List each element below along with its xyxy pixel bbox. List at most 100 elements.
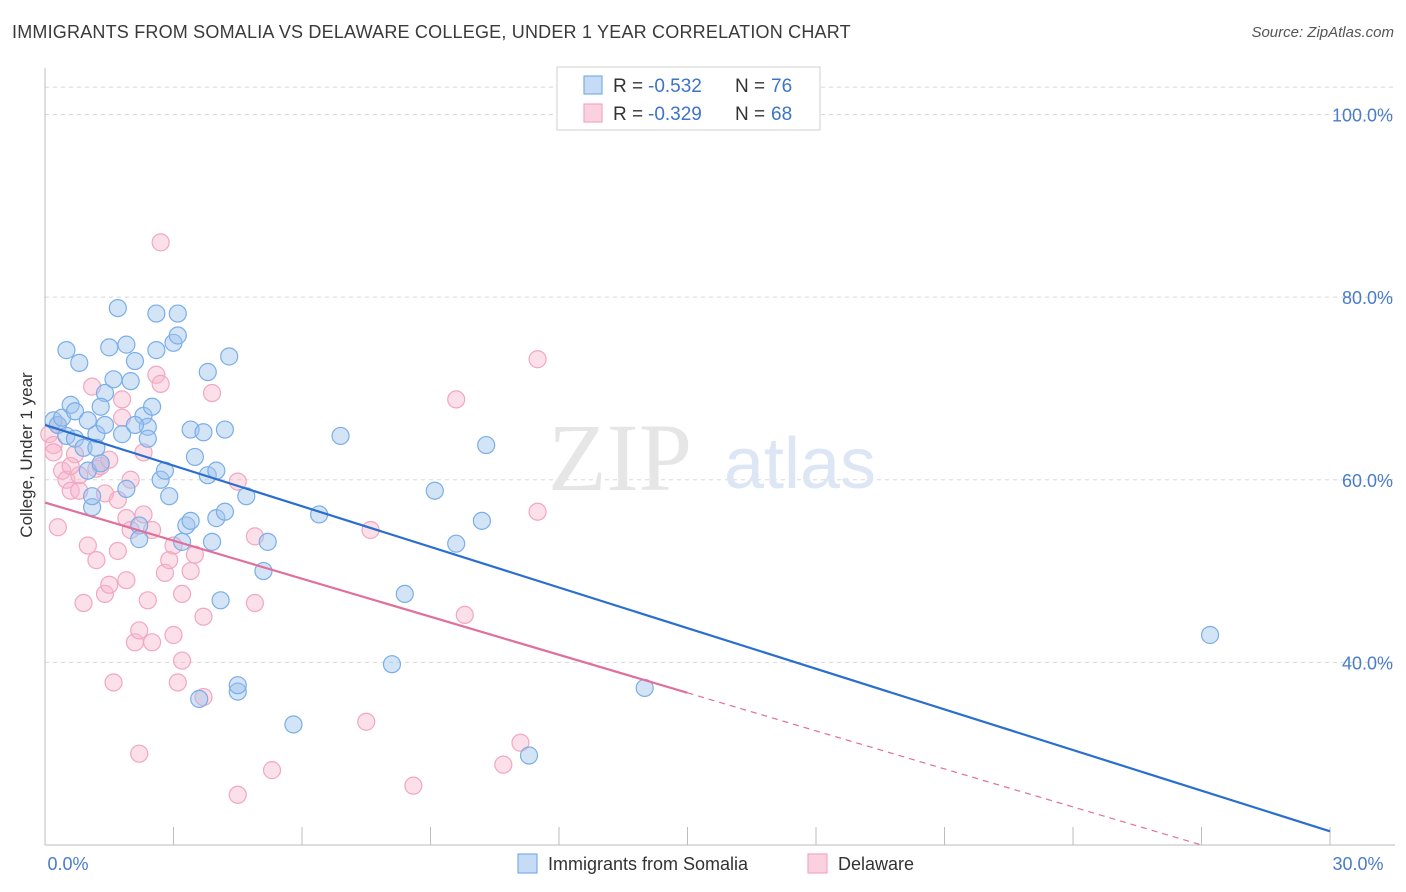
delaware-point [151,233,170,252]
delaware-point [44,435,63,455]
delaware-point [87,551,106,570]
somalia-point [1200,625,1220,645]
somalia-point [104,370,123,389]
delaware-point [494,755,513,774]
somalia-point [100,338,119,357]
somalia-point [142,397,162,416]
y-tick-label-100: 100.0% [1332,106,1393,126]
chart-title: IMMIGRANTS FROM SOMALIA VS DELAWARE COLL… [12,22,851,42]
x-tick-label-0: 0.0% [47,854,88,874]
delaware-point [228,785,247,804]
legend-n-label-delaware: N = [735,104,765,125]
delaware-point [404,776,423,795]
somalia-point [147,341,166,360]
somalia-points [44,299,1220,765]
somalia-point [168,326,187,345]
somalia-point [331,426,350,446]
somalia-point [138,429,157,448]
somalia-point [198,362,217,382]
delaware-point [202,383,222,403]
delaware-point [151,374,170,393]
somalia-point [258,532,277,551]
legend-r-label-somalia: R = [613,76,643,97]
source-label: Source: ZipAtlas.com [1251,24,1394,41]
delaware-point [528,350,547,369]
somalia-point [151,470,170,489]
somalia-point [125,351,145,371]
somalia-point [425,481,444,500]
somalia-point [228,682,247,701]
somalia-point [168,304,187,323]
somalia-point [284,715,303,734]
somalia-point [198,466,217,485]
somalia-point [125,415,145,435]
bottom-legend-label-delaware: Delaware [838,854,914,874]
trend-lines [44,423,1331,846]
somalia-point [519,746,539,765]
somalia-point [70,353,89,372]
somalia-point [91,397,110,416]
delaware-point [121,470,140,489]
delaware-trend-line [44,501,688,694]
delaware-point [117,571,136,590]
somalia-point [95,415,115,435]
somalia-point [160,487,179,506]
x-tick-labels: 0.0% 30.0% [47,854,1383,874]
delaware-point [357,712,376,731]
delaware-point [61,456,80,476]
delaware-point [228,472,247,491]
delaware-point [262,761,282,780]
somalia-point [395,584,414,603]
bottom-legend-swatch-somalia [517,853,538,874]
somalia-point [382,655,402,674]
watermark: ZIP atlas [548,404,876,511]
somalia-point [108,299,127,318]
somalia-point [117,335,136,354]
somalia-point [190,689,209,709]
delaware-point [528,502,547,521]
somalia-point [215,502,234,521]
legend-swatch-delaware [583,103,603,123]
delaware-point [112,390,132,409]
somalia-point [83,487,102,506]
x-tick-label-30: 30.0% [1332,854,1383,874]
delaware-point [164,625,183,645]
delaware-point [194,607,213,626]
legend-r-value-delaware: -0.329 [648,104,702,125]
delaware-point [130,621,149,640]
somalia-point [185,447,205,467]
delaware-point [48,518,67,537]
somalia-point [472,511,491,530]
somalia-point [147,304,166,323]
somalia-point [121,372,140,391]
delaware-point [95,584,115,603]
somalia-point [477,435,496,455]
somalia-point [194,423,213,442]
delaware-point [108,541,127,561]
delaware-point [138,591,157,610]
y-tick-label-40: 40.0% [1342,653,1393,673]
delaware-point [74,593,93,613]
delaware-point [511,733,530,752]
legend-r-value-somalia: -0.532 [648,76,702,97]
watermark-zip: ZIP [548,404,692,511]
somalia-trend-line [44,423,1331,833]
delaware-point [147,365,166,384]
somalia-point [57,341,76,360]
y-tick-labels: 40.0% 60.0% 80.0% 100.0% [1332,106,1393,674]
somalia-point [220,347,239,366]
delaware-point [455,605,474,625]
legend-n-value-delaware: 68 [771,104,792,125]
somalia-point [91,454,110,473]
delaware-point [104,673,123,692]
legend-n-value-somalia: 76 [771,76,792,97]
delaware-point [181,561,200,581]
delaware-points [40,233,547,804]
delaware-point [172,584,192,603]
somalia-point [65,402,85,421]
y-axis-title: College, Under 1 year [17,372,36,538]
y-tick-label-60: 60.0% [1342,471,1393,491]
bottom-legend: Immigrants from Somalia Delaware [517,853,914,874]
delaware-point [53,461,72,480]
